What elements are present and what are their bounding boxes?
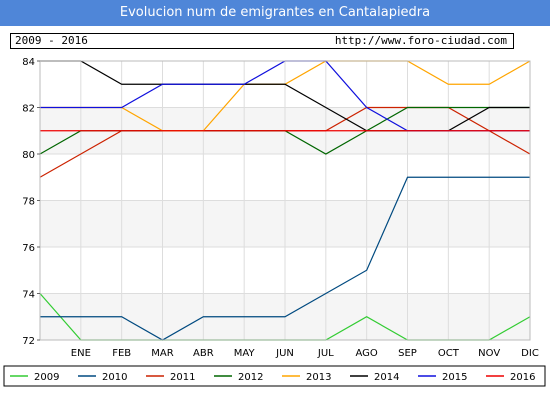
y-tick-label: 72	[22, 336, 35, 347]
legend: 2009 2010 2011 2012 2013 2014 2015 2016	[3, 365, 546, 387]
y-axis-ticks: 72 74 76 78 80 82 84	[22, 57, 40, 347]
legend-box	[3, 365, 546, 387]
info-box: 2009 - 2016 http://www.foro-ciudad.com	[10, 33, 514, 49]
x-tick-label: OCT	[438, 348, 460, 359]
y-tick-label: 80	[22, 150, 35, 161]
x-tick-label: NOV	[478, 348, 500, 359]
source-url: http://www.foro-ciudad.com	[334, 34, 507, 47]
x-tick-label: ENE	[71, 348, 91, 359]
x-tick-label: AGO	[356, 348, 378, 359]
x-tick-label: MAR	[151, 348, 173, 359]
series-line-2010	[40, 176, 530, 341]
y-tick-label: 84	[22, 57, 35, 68]
x-tick-label: JUN	[275, 348, 294, 359]
x-tick-label: SEP	[398, 348, 417, 359]
chart-title: Evolucion num de emigrantes en Cantalapi…	[0, 0, 550, 26]
legend-label-2010: 2010	[102, 372, 127, 383]
x-tick-label: JUL	[317, 348, 334, 359]
y-tick-label: 82	[22, 104, 35, 115]
legend-label-2013: 2013	[306, 372, 331, 383]
x-tick-label: MAY	[234, 348, 256, 359]
y-tick-label: 78	[22, 197, 35, 208]
x-tick-label: DIC	[521, 348, 539, 359]
legend-label-2009: 2009	[34, 372, 59, 383]
x-axis-ticks: ENE FEB MAR ABR MAY JUN JUL AGO SEP OCT NOV DIC	[71, 348, 539, 359]
legend-label-2014: 2014	[374, 372, 399, 383]
x-tick-label: FEB	[112, 348, 131, 359]
legend-label-2012: 2012	[238, 372, 263, 383]
legend-label-2016: 2016	[510, 372, 535, 383]
legend-label-2011: 2011	[170, 372, 195, 383]
x-tick-label: ABR	[193, 348, 214, 359]
y-tick-label: 76	[22, 243, 35, 254]
period-label: 2009 - 2016	[15, 34, 88, 47]
y-tick-label: 74	[22, 290, 35, 301]
legend-label-2015: 2015	[442, 372, 467, 383]
